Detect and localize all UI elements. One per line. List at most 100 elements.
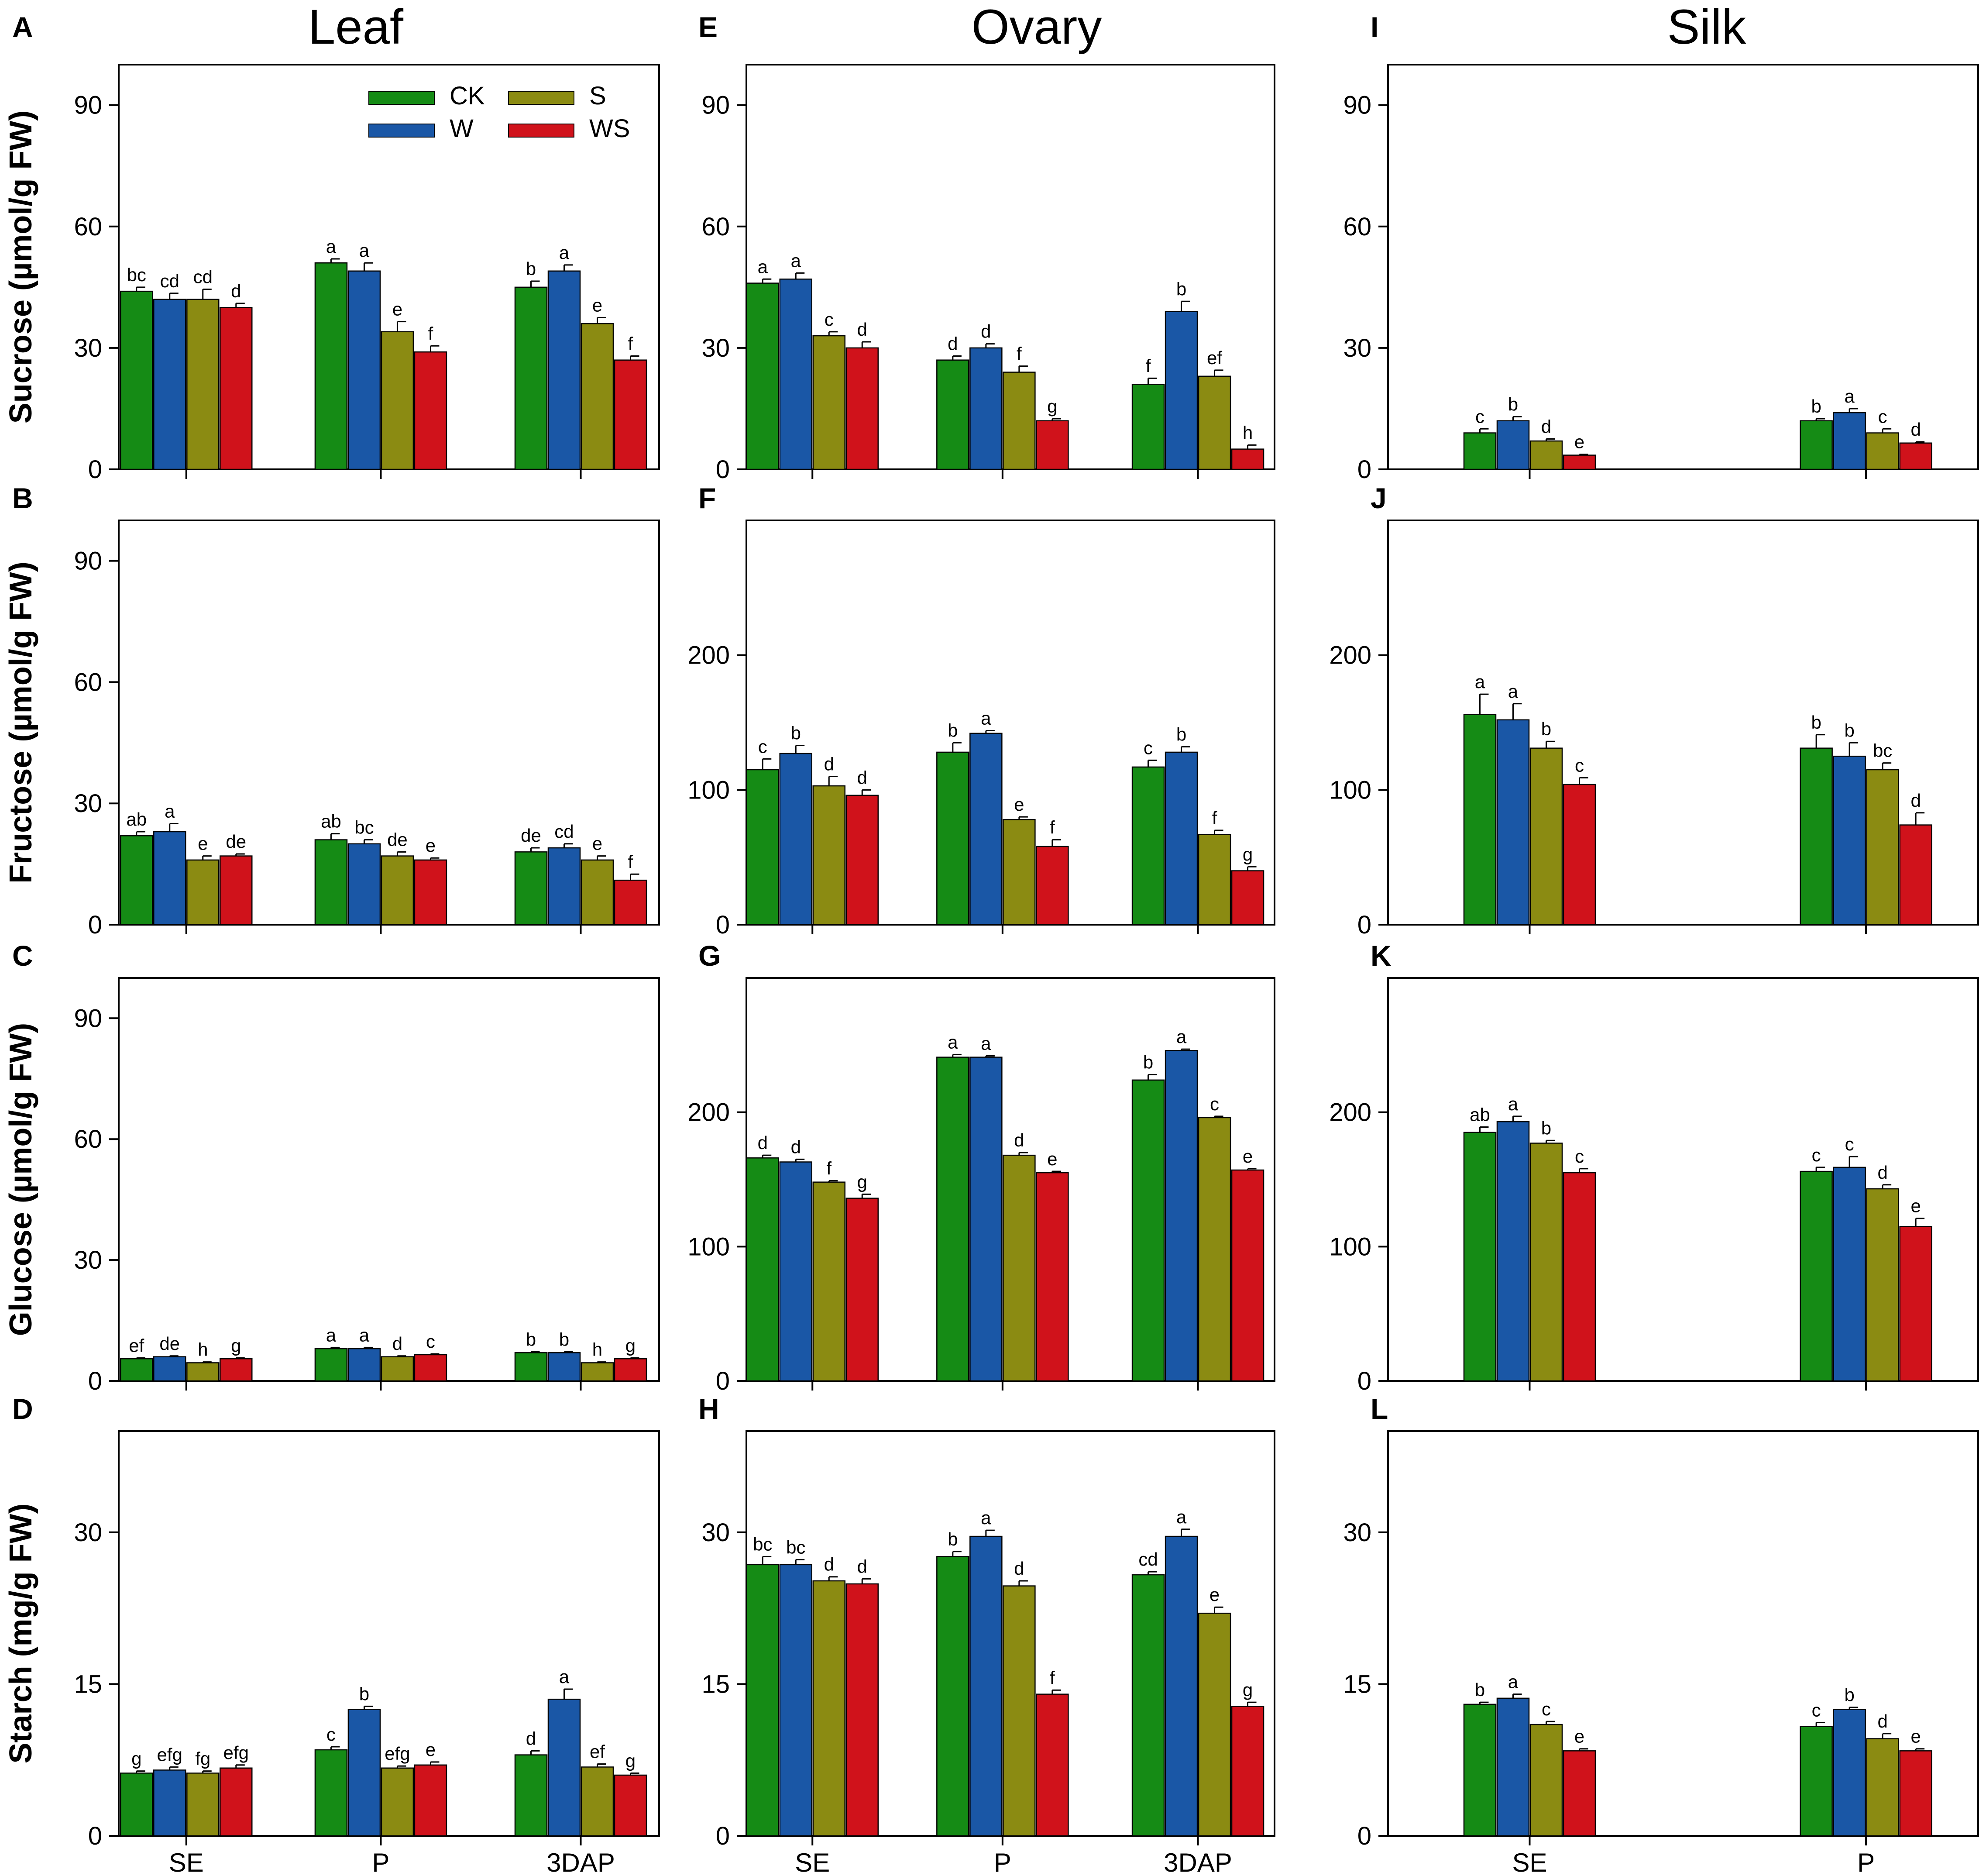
y-tick-label: 30 [74,1518,102,1547]
bar-s-p [381,331,414,470]
bar-w-se [779,1564,812,1837]
y-tick-label: 30 [701,1518,730,1547]
bar-ck-se [746,1564,779,1837]
significance-label: d [857,767,867,788]
significance-label: a [791,250,801,271]
bar-w-se [779,279,812,470]
y-tick-label: 0 [88,1367,102,1395]
y-tick-label: 90 [1343,91,1371,120]
panel-letter-F: F [698,482,716,514]
bar-s-se [812,1181,845,1382]
bar-ck-p [1800,1726,1833,1837]
bar-w-p [1833,1709,1866,1837]
significance-label: bc [127,265,146,285]
significance-label: de [521,825,541,846]
significance-label: e [426,1739,436,1760]
panel-letter-J: J [1371,482,1387,514]
bar-ck-se [120,290,153,470]
bar-ck-p [314,1749,348,1837]
significance-label: h [592,1339,602,1360]
bar-s-3dap [581,1362,614,1382]
bar-ck-se [120,1358,153,1382]
bar-ws-p [1899,442,1932,470]
row-ylabel-1: Fructose (µmol/g FW) [3,561,38,883]
bar-s-se [812,785,845,926]
bar-ck-se [746,1157,779,1382]
y-tick-label: 60 [74,213,102,241]
bar-ws-p [1899,824,1932,926]
significance-label: f [428,323,433,344]
bar-ck-p [936,1057,969,1382]
column-title-leaf: Leaf [308,0,404,54]
bar-w-p [1833,755,1866,926]
bar-s-p [1866,1188,1899,1382]
significance-label: ef [129,1335,144,1356]
significance-label: b [948,1529,958,1549]
significance-label: f [1050,817,1055,838]
plot-frame [118,977,660,1382]
bar-ws-p [414,1764,447,1837]
bar-ws-p [1899,1225,1932,1382]
bar-w-se [1496,1697,1530,1837]
bar-w-p [969,1535,1003,1837]
y-tick-label: 0 [88,455,102,484]
significance-label: b [1541,719,1551,739]
significance-label: b [1176,279,1186,299]
significance-label: cd [193,266,213,287]
bar-w-se [1496,420,1530,470]
bar-ws-3dap [614,879,647,926]
bar-ws-p [1899,1750,1932,1837]
panel-letter-L: L [1371,1393,1388,1425]
significance-label: de [387,829,408,850]
bar-ck-p [314,1348,348,1382]
bar-ck-3dap [1131,1574,1165,1837]
bar-ck-p [1800,420,1833,470]
panel-letter-K: K [1371,940,1392,972]
significance-label: ab [1470,1105,1490,1125]
significance-label: b [1508,394,1518,414]
significance-label: e [1910,1196,1921,1216]
bar-ws-3dap [1231,870,1264,926]
significance-label: a [1508,1094,1519,1114]
significance-label: d [1014,1130,1024,1150]
significance-label: c [1542,1699,1551,1719]
bar-ws-se [1563,1172,1596,1382]
bar-s-3dap [581,323,614,470]
significance-label: a [559,242,570,263]
significance-label: cd [1138,1549,1158,1570]
significance-label: b [1844,1685,1854,1705]
bar-w-3dap [547,847,581,926]
significance-label: c [825,309,834,330]
significance-label: a [326,236,337,257]
significance-label: c [426,1331,435,1352]
significance-label: e [1209,1584,1220,1605]
bar-ws-p [414,351,447,470]
category-label-se: SE [795,1848,830,1876]
significance-label: c [1575,755,1584,776]
panel-letter-D: D [12,1393,33,1425]
significance-label: d [857,1556,867,1577]
significance-label: c [1845,1134,1854,1154]
bar-s-se [186,1773,220,1837]
bar-s-se [1529,440,1563,470]
y-tick-label: 200 [1329,641,1371,670]
significance-label: c [1575,1146,1584,1167]
bar-ck-3dap [514,1754,548,1837]
panel-G: G 0 100 200 d d f g a a d e b a c e [687,940,1275,1395]
significance-label: c [1812,1145,1821,1165]
significance-label: ab [126,809,147,830]
significance-label: a [1176,1507,1187,1527]
bar-ws-3dap [614,1774,647,1837]
bar-ws-se [1563,454,1596,470]
significance-label: efg [385,1743,410,1764]
y-tick-label: 0 [716,1822,730,1850]
bar-w-se [779,753,812,926]
panel-letter-I: I [1371,11,1378,43]
significance-label: f [628,333,633,354]
bar-ws-se [220,1767,253,1837]
bar-ws-se [220,1358,253,1382]
significance-label: a [1508,1672,1519,1692]
bar-s-se [1529,747,1563,926]
